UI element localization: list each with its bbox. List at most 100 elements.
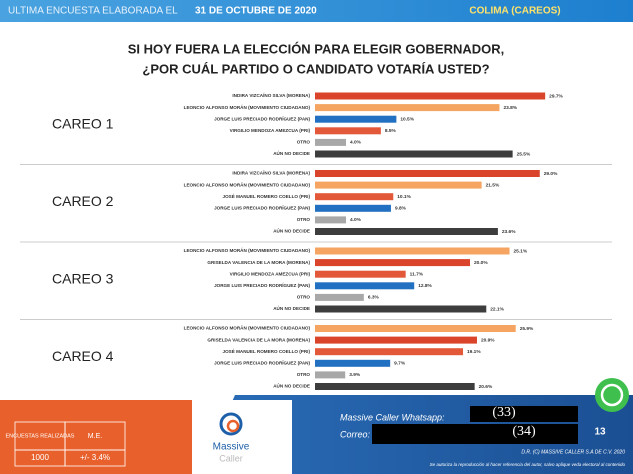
header-right: COLIMA (CAREOS) — [469, 6, 560, 17]
category-label: LEONCIO ALFONSO MORÁN (MOVIMIENTO CIUDAD… — [184, 247, 311, 253]
header-left: ULTIMA ENCUESTA ELABORADA EL — [8, 6, 178, 17]
note: Se autoriza la reproducción al hacer ref… — [430, 462, 626, 467]
value-label: 12.8% — [418, 283, 432, 289]
value-label: 4.0% — [350, 140, 362, 146]
email-label: Correo: — [340, 429, 371, 439]
category-label: OTRO — [297, 140, 311, 145]
bar — [315, 228, 498, 235]
value-label: 20.9% — [481, 337, 495, 343]
logo-text: Caller — [219, 453, 243, 463]
category-label: JORGE LUIS PRECIADO RODRÍGUEZ (PAN) — [214, 114, 310, 121]
category-label: JORGE LUIS PRECIADO RODRÍGUEZ (PAN) — [214, 204, 310, 211]
bar — [315, 104, 500, 112]
value-label: 25.1% — [514, 248, 528, 254]
value-label: 21.5% — [486, 182, 500, 188]
bar — [315, 359, 391, 367]
bar — [315, 92, 546, 100]
table-header: ENCUESTAS REALIZADAS — [6, 433, 75, 439]
category-label: JORGE LUIS PRECIADO RODRÍGUEZ (PAN) — [214, 359, 310, 366]
category-label: AÚN NO DECIDE — [273, 150, 310, 156]
category-label: INDIRA VIZCAÍNO SILVA (MORENA) — [232, 91, 310, 98]
bar — [315, 115, 397, 123]
bar — [315, 282, 415, 290]
value-label: 23.6% — [502, 229, 516, 235]
value-label: 25.9% — [520, 326, 534, 332]
bar — [315, 181, 482, 189]
page-number: 13 — [594, 427, 606, 438]
value-label: 9.7% — [394, 361, 406, 367]
bar — [315, 216, 346, 224]
category-label: VIRGILIO MENDOZA AMEZCUA (PRI) — [230, 271, 311, 276]
category-label: LEONCIO ALFONSO MORÁN (MOVIMIENTO CIUDAD… — [184, 325, 311, 331]
bar — [315, 127, 381, 135]
logo-icon — [226, 419, 240, 433]
logo-icon — [219, 412, 243, 436]
value-label: 3.9% — [349, 372, 361, 378]
table-cell — [64, 449, 126, 467]
value-label: 22.1% — [490, 306, 504, 312]
bar — [315, 204, 391, 212]
careo-label: CAREO 2 — [52, 193, 114, 209]
value-label: 10.1% — [397, 194, 411, 200]
table-value: 1000 — [31, 453, 49, 462]
category-label: OTRO — [297, 217, 311, 222]
value-label: 20.6% — [479, 384, 493, 390]
bar — [315, 170, 540, 177]
bar — [315, 138, 346, 146]
category-label: OTRO — [297, 295, 311, 300]
title-line: ¿POR CUÁL PARTIDO O CANDIDATO VOTARÍA US… — [142, 61, 489, 76]
bar — [315, 305, 487, 313]
table-header: M.E. — [88, 433, 102, 440]
bar — [315, 247, 510, 255]
category-label: AÚN NO DECIDE — [273, 228, 310, 234]
header-bar — [0, 0, 633, 22]
bar — [315, 325, 516, 332]
whatsapp-label: Massive Caller Whatsapp: — [340, 412, 445, 422]
category-label: OTRO — [297, 372, 311, 377]
category-label: JORGE LUIS PRECIADO RODRÍGUEZ (PAN) — [214, 281, 310, 288]
value-label: 6.3% — [368, 295, 380, 301]
value-label: 8.5% — [385, 128, 397, 134]
value-label: 10.5% — [400, 116, 414, 122]
value-label: 20.0% — [474, 260, 488, 266]
value-label: 11.7% — [410, 271, 424, 277]
table-value: +/- 3.4% — [80, 453, 110, 462]
logo-area — [192, 400, 292, 474]
bar — [315, 259, 470, 267]
redaction — [372, 424, 578, 444]
bar — [315, 336, 477, 344]
category-label: JOSÉ MANUEL ROMERO COELLO (PRI) — [223, 347, 311, 354]
bar — [315, 293, 364, 301]
redaction — [470, 406, 578, 422]
category-label: AÚN NO DECIDE — [273, 383, 310, 389]
category-label: VIRGILIO MENDOZA AMEZCUA (PRI) — [230, 128, 311, 133]
category-label: AÚN NO DECIDE — [273, 305, 310, 311]
category-label: JOSÉ MANUEL ROMERO COELLO (PRI) — [223, 192, 311, 199]
bar — [315, 270, 406, 278]
value-label: 19.1% — [467, 349, 481, 355]
value-label: 23.8% — [503, 105, 517, 111]
footer-box — [0, 400, 192, 474]
value-label: 25.5% — [517, 151, 531, 157]
bar — [315, 150, 513, 158]
category-label: INDIRA VIZCAÍNO SILVA (MORENA) — [232, 169, 310, 176]
category-label: GRISELDA VALENCIA DE LA MORA (MORENA) — [207, 260, 310, 265]
copyright: D.R. (C) MASSIVE CALLER S.A DE C.V. 2020 — [521, 449, 625, 455]
logo-text: Massive — [213, 442, 250, 453]
value-label: 9.8% — [395, 206, 407, 212]
value-label: 29.0% — [544, 171, 558, 177]
value-label: 4.0% — [350, 217, 362, 223]
bar — [315, 348, 464, 356]
header-date: 31 DE OCTUBRE DE 2020 — [195, 6, 317, 17]
bar — [315, 383, 475, 390]
whatsapp-icon — [600, 383, 624, 407]
bar — [315, 193, 394, 201]
careo-label: CAREO 1 — [52, 116, 114, 132]
careo-label: CAREO 4 — [52, 348, 114, 364]
value-label: 29.7% — [549, 93, 563, 99]
phone: (33) — [492, 405, 516, 420]
title-line: SI HOY FUERA LA ELECCIÓN PARA ELEGIR GOB… — [128, 41, 505, 56]
bar — [315, 371, 346, 379]
careo-label: CAREO 3 — [52, 271, 114, 287]
